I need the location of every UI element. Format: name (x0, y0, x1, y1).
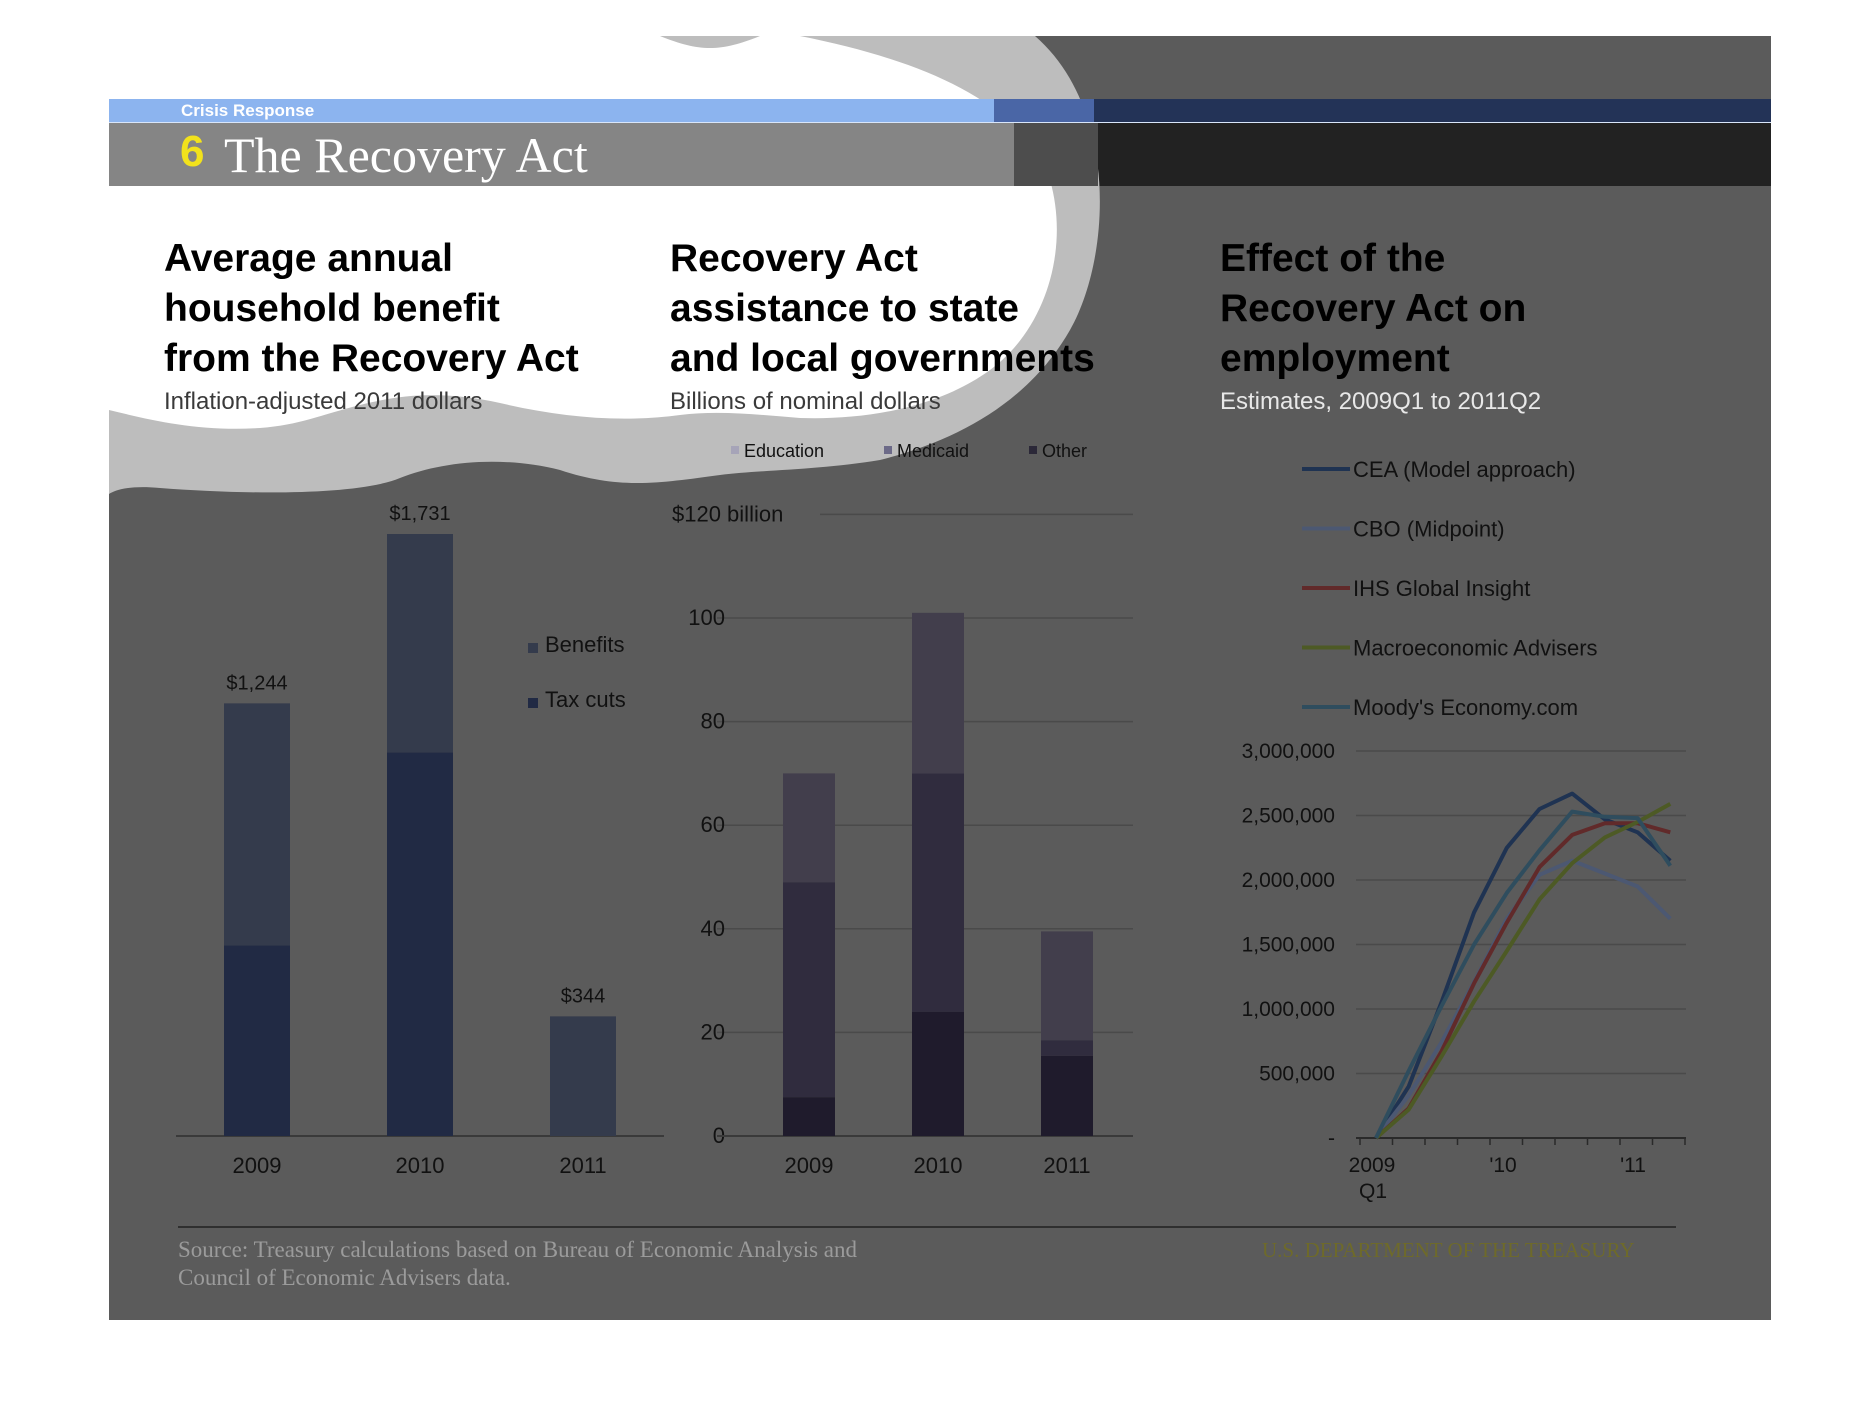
state-local-x-tick-2010: 2010 (914, 1153, 963, 1178)
slide-number: 6 (180, 127, 205, 176)
household-legend-swatch-benefits (528, 643, 538, 653)
employment-line-macroeconomic-advisers (1374, 802, 1672, 1140)
section-band-mid (994, 99, 1094, 123)
section-label: Crisis Response (181, 101, 315, 120)
footer-source-line-1: Source: Treasury calculations based on B… (178, 1237, 857, 1262)
state-local-bar-2010-other (912, 612, 964, 774)
state-local-legend-swatch-medicaid (884, 446, 892, 454)
employment-x-tick-10: '10 (1489, 1154, 1516, 1177)
state-local-chart-title: Recovery Act assistance to state and loc… (670, 234, 1095, 384)
employment-legend-label-cea-model-approach: CEA (Model approach) (1353, 457, 1576, 482)
state-local-bar-2009-education (783, 1097, 835, 1136)
state-local-title-line-3: and local governments (670, 337, 1095, 380)
employment-line-moody-s-economy-com (1374, 809, 1672, 1139)
state-local-y-tick-40: 40 (701, 916, 725, 941)
employment-title-line-3: employment (1220, 337, 1450, 380)
household-legend-label-tax-cuts: Tax cuts (545, 687, 626, 712)
household-title-line-1: Average annual (164, 237, 453, 280)
household-x-tick-2010: 2010 (396, 1153, 445, 1178)
state-local-bar-2011-other (1041, 931, 1093, 1041)
employment-y-tick-500000: 500,000 (1259, 1063, 1335, 1086)
household-bar-2010-tax-cuts (387, 752, 453, 1136)
employment-title-line-2: Recovery Act on (1220, 287, 1527, 330)
household-title-line-2: household benefit (164, 287, 500, 330)
employment-x-tick-11: '11 (1620, 1154, 1646, 1177)
employment-legend-label-ihs-global-insight: IHS Global Insight (1353, 576, 1530, 601)
state-local-chart-subtitle: Billions of nominal dollars (670, 388, 941, 415)
household-title-line-3: from the Recovery Act (164, 337, 579, 380)
employment-y-tick-0: - (1328, 1127, 1335, 1150)
household-total-label-2009: $1,244 (226, 672, 287, 694)
employment-y-tick-1500000: 1,500,000 (1242, 934, 1335, 957)
state-local-x-tick-2011: 2011 (1043, 1153, 1090, 1178)
state-local-bar-2011-education (1041, 1055, 1093, 1136)
household-bar-2010-benefits (387, 534, 453, 753)
state-local-title-line-2: assistance to state (670, 287, 1020, 330)
state-local-legend-label-medicaid: Medicaid (897, 441, 969, 461)
section-band-light (109, 99, 994, 123)
state-local-title-line-1: Recovery Act (670, 237, 918, 280)
employment-x-tick-q1: Q1 (1359, 1180, 1387, 1203)
state-local-y-tick-80: 80 (701, 709, 725, 734)
state-local-bar-2009-medicaid (783, 882, 835, 1098)
household-total-label-2010: $1,731 (389, 503, 450, 525)
employment-legend-label-cbo-midpoint: CBO (Midpoint) (1353, 517, 1505, 542)
state-local-bar-2010-education (912, 1011, 964, 1136)
footer-source: Source: Treasury calculations based on B… (178, 1236, 857, 1292)
state-local-y-tick-100: 100 (688, 605, 725, 630)
state-local-legend-label-other: Other (1042, 441, 1087, 461)
household-chart-subtitle: Inflation-adjusted 2011 dollars (164, 388, 483, 415)
household-total-label-2011: $344 (561, 985, 606, 1007)
household-benefit-chart: $1,244 2009 $1,731 2010 $344 2011 Benefits Tax … (176, 503, 664, 1178)
title-band-light (109, 123, 1014, 186)
state-local-bar-2009-other (783, 773, 835, 883)
employment-chart-subtitle: Estimates, 2009Q1 to 2011Q2 (1220, 388, 1542, 415)
state-local-bar-2011-medicaid (1041, 1040, 1093, 1056)
footer-source-line-2: Council of Economic Advisers data. (178, 1265, 511, 1290)
state-local-x-tick-2009: 2009 (785, 1153, 834, 1178)
state-local-y-tick-120: $120 billion (672, 501, 783, 526)
employment-y-tick-2500000: 2,500,000 (1242, 805, 1335, 828)
household-x-tick-2011: 2011 (559, 1153, 606, 1178)
employment-title-line-1: Effect of the (1220, 237, 1446, 280)
title-band-mid (1014, 123, 1098, 186)
footer-department: U.S. DEPARTMENT OF THE TREASURY (1262, 1238, 1635, 1262)
household-legend-label-benefits: Benefits (545, 632, 625, 657)
employment-line-cea-model-approach (1374, 791, 1672, 1140)
state-local-legend-label-education: Education (744, 441, 824, 461)
household-bar-2011-benefits (550, 1016, 616, 1136)
state-local-legend-swatch-education (731, 446, 739, 454)
employment-legend-label-moody-s-economy-com: Moody's Economy.com (1353, 695, 1578, 720)
slide-title: The Recovery Act (224, 127, 588, 183)
household-bar-2009-benefits (224, 703, 290, 946)
employment-effect-chart: - 500,000 1,000,000 1,500,000 2,000,000 2,500… (1242, 457, 1686, 1203)
household-bar-2009-tax-cuts (224, 945, 290, 1136)
state-local-y-tick-60: 60 (701, 812, 725, 837)
employment-y-tick-2000000: 2,000,000 (1242, 869, 1335, 892)
state-local-y-tick-20: 20 (701, 1019, 725, 1044)
household-chart-title: Average annual household benefit from th… (164, 234, 579, 384)
employment-y-tick-1000000: 1,000,000 (1242, 998, 1335, 1021)
employment-y-tick-3000000: 3,000,000 (1242, 740, 1335, 763)
household-legend-swatch-tax-cuts (528, 698, 538, 708)
household-x-tick-2009: 2009 (233, 1153, 282, 1178)
employment-legend-label-macroeconomic-advisers: Macroeconomic Advisers (1353, 636, 1598, 661)
state-local-legend-swatch-other (1029, 446, 1037, 454)
state-local-bar-2010-medicaid (912, 773, 964, 1012)
employment-chart-title: Effect of the Recovery Act on employment (1220, 234, 1526, 384)
employment-x-tick-2009: 2009 (1349, 1154, 1396, 1177)
